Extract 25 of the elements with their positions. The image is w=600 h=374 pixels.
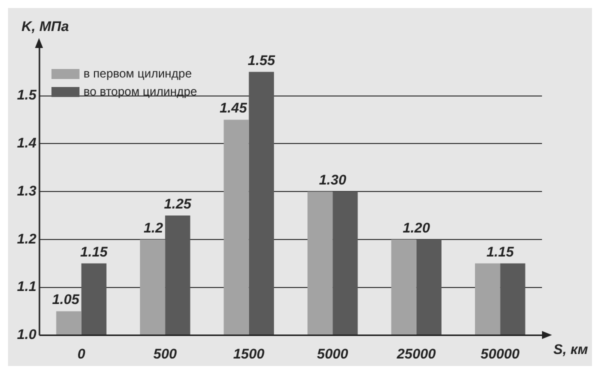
x-tick-label: 0	[77, 345, 86, 362]
y-tick-label: 1.2	[16, 230, 37, 246]
x-tick-label: 1500	[233, 345, 265, 362]
legend-label: во втором цилиндре	[83, 84, 198, 98]
y-tick-label: 1.1	[16, 278, 37, 294]
data-label: 1.2	[144, 219, 164, 236]
data-label: 1.55	[248, 52, 276, 68]
y-tick-label: 1.5	[16, 86, 37, 103]
x-axis-title: S, км	[553, 341, 589, 358]
x-tick-label: 5000	[317, 345, 348, 362]
data-label: 1.45	[220, 100, 248, 116]
data-label: 1.15	[486, 243, 514, 260]
y-axis-title: K, МПа	[21, 18, 70, 34]
data-label: 1.25	[164, 195, 192, 212]
x-tick-label: 50000	[480, 345, 520, 362]
data-label: 1.15	[80, 243, 108, 260]
data-label: 1.05	[52, 291, 80, 308]
data-label: 1.20	[402, 219, 430, 236]
y-tick-label: 1.0	[16, 326, 37, 342]
y-tick-label: 1.3	[16, 182, 37, 198]
legend-label: в первом цилиндре	[83, 66, 192, 80]
y-tick-label: 1.4	[16, 134, 37, 151]
data-label: 1.30	[318, 171, 346, 188]
x-tick-label: 25000	[396, 345, 436, 362]
x-tick-label: 500	[153, 345, 177, 362]
